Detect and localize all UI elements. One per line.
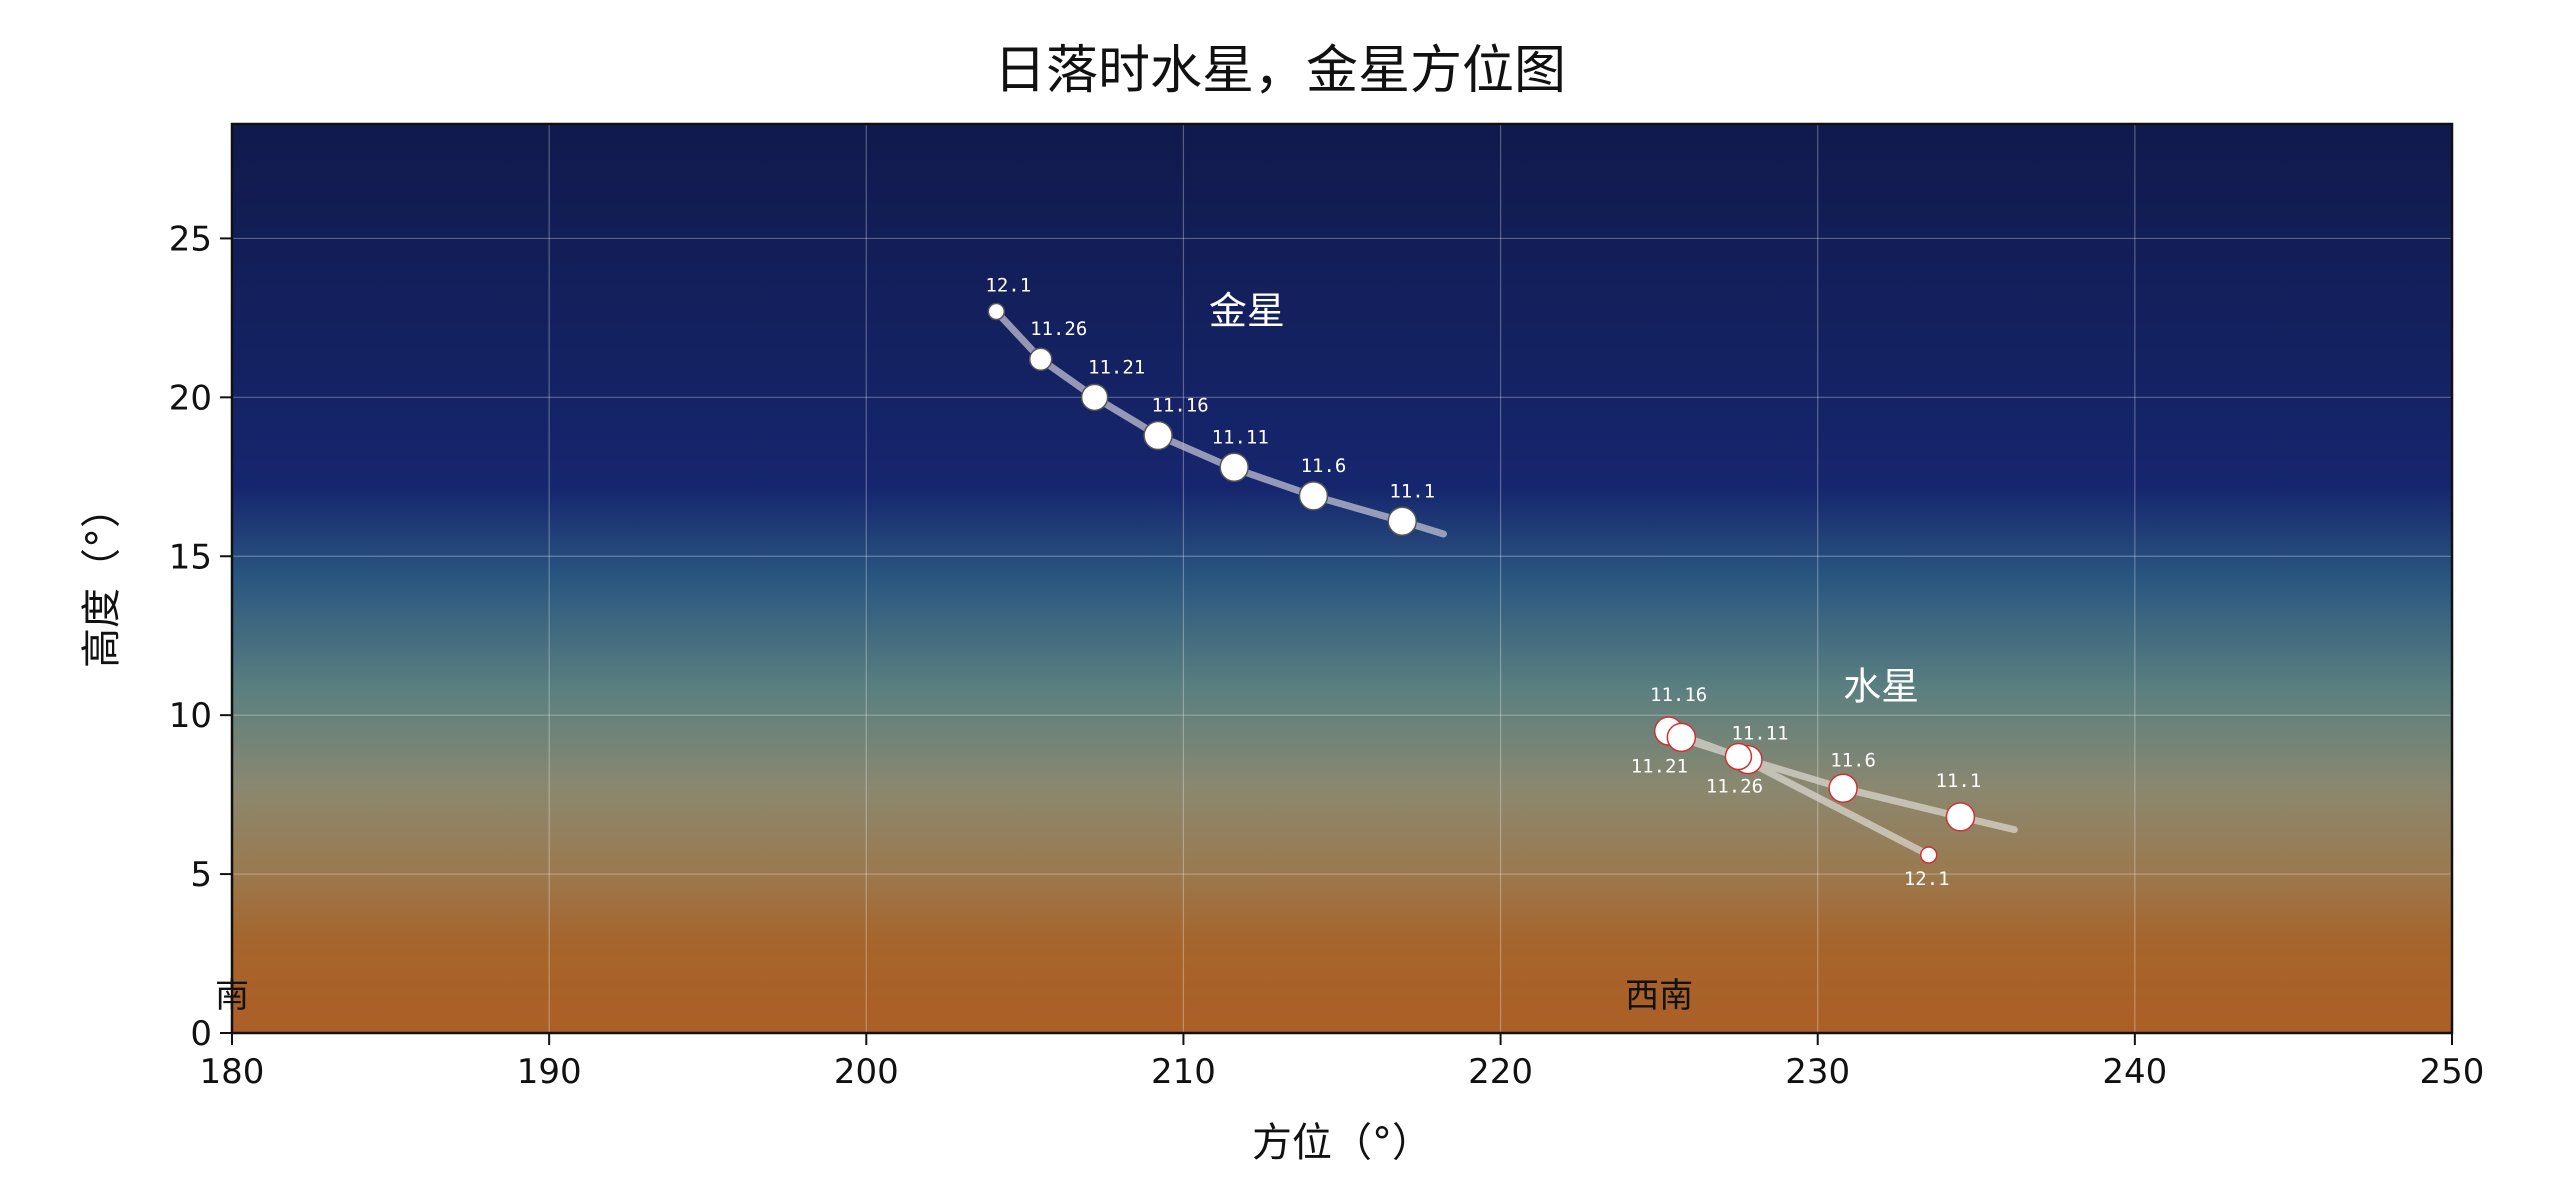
y-tick-label: 25 — [169, 219, 212, 259]
planet-markers: 12.111.2611.2111.1611.1111.611.1金星11.111… — [985, 275, 1981, 890]
x-tick-label: 180 — [200, 1052, 265, 1092]
date-label: 11.16 — [1650, 684, 1707, 706]
planet-marker — [1143, 420, 1173, 451]
date-label: 12.1 — [1904, 868, 1950, 890]
planet-marker — [1919, 846, 1938, 864]
planet-marker — [1219, 452, 1249, 483]
x-axis-label: 方位（°） — [1252, 1120, 1432, 1166]
y-tick-label: 5 — [190, 855, 212, 895]
x-tick-label: 250 — [2420, 1052, 2485, 1092]
date-label: 11.1 — [1936, 770, 1982, 792]
y-axis-label: 高度（°） — [79, 488, 125, 668]
date-label: 11.11 — [1731, 723, 1788, 745]
y-tick-label: 15 — [169, 537, 212, 577]
date-label: 11.26 — [1706, 775, 1763, 797]
chart-title: 日落时水星，金星方位图 — [994, 41, 1566, 101]
y-axis-ticks: 0 5 10 15 20 25 — [169, 219, 232, 1054]
x-tick-label: 220 — [1468, 1052, 1533, 1092]
y-tick-label: 10 — [169, 696, 212, 736]
date-label: 11.1 — [1389, 480, 1435, 502]
x-tick-label: 190 — [517, 1052, 582, 1092]
x-tick-label: 210 — [1151, 1052, 1216, 1092]
grid-lines — [232, 124, 2452, 1033]
date-label: 11.21 — [1631, 755, 1688, 777]
date-label: 11.11 — [1212, 426, 1269, 448]
y-tick-label: 0 — [190, 1014, 212, 1054]
planet-marker — [1724, 742, 1753, 771]
x-tick-label: 230 — [1785, 1052, 1850, 1092]
date-label: 11.6 — [1301, 455, 1347, 477]
date-label: 12.1 — [985, 275, 1031, 297]
planet-name-label: 金星 — [1209, 289, 1285, 333]
planet-marker — [1828, 773, 1858, 804]
date-label: 11.6 — [1830, 749, 1876, 771]
y-tick-label: 20 — [169, 378, 212, 418]
direction-label: 西南 — [1625, 976, 1693, 1016]
direction-labels: 南西南 — [215, 976, 1693, 1016]
x-axis-ticks: 180 190 200 210 220 230 240 250 — [200, 1033, 2485, 1092]
planet-marker — [987, 302, 1006, 321]
date-label: 11.16 — [1151, 394, 1208, 416]
planet-marker — [1666, 722, 1697, 753]
date-label: 11.21 — [1088, 356, 1145, 378]
planet-marker — [1945, 802, 1976, 832]
date-label: 11.26 — [1030, 318, 1087, 340]
plot-frame — [230, 122, 2454, 1035]
planet-marker — [1028, 347, 1053, 371]
plot-background — [232, 124, 2452, 1033]
planet-marker — [1298, 481, 1329, 511]
x-tick-label: 240 — [2102, 1052, 2167, 1092]
x-tick-label: 200 — [834, 1052, 899, 1092]
planet-name-label: 水星 — [1843, 664, 1919, 708]
planet-marker — [1387, 506, 1418, 537]
planet-marker — [1080, 383, 1109, 412]
